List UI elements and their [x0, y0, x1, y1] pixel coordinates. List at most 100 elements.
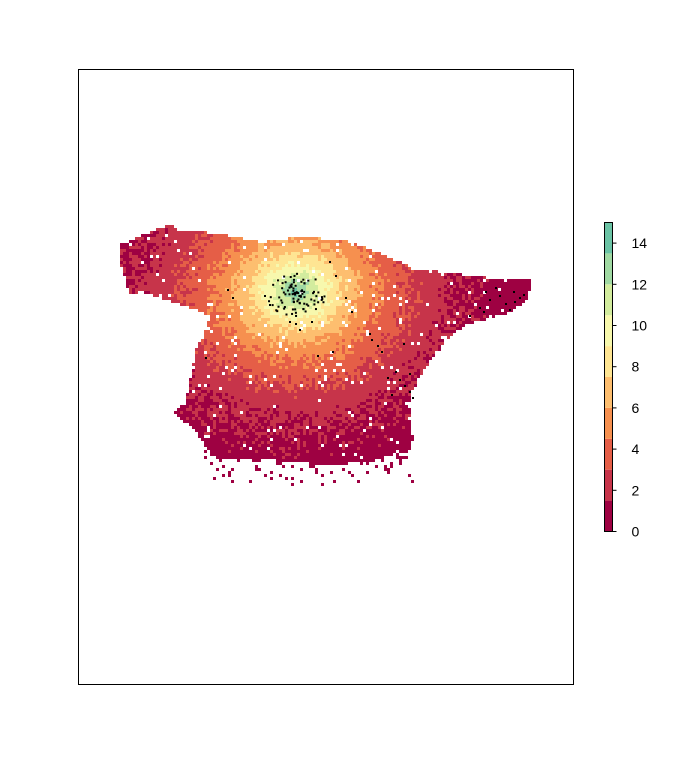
raster-cell [210, 318, 213, 321]
raster-cell [360, 378, 363, 381]
raster-cell [528, 285, 531, 288]
raster-cell [291, 243, 294, 246]
raster-cell [240, 363, 243, 366]
raster-cell [351, 303, 354, 306]
raster-cell [402, 372, 405, 375]
raster-cell [339, 399, 342, 402]
raster-cell [324, 261, 327, 264]
raster-cell [291, 393, 294, 396]
raster-cell [165, 291, 168, 294]
raster-cell [309, 273, 312, 276]
raster-cell [387, 327, 390, 330]
raster-cell [252, 306, 255, 309]
raster-cell [312, 369, 315, 372]
raster-cell [450, 294, 453, 297]
raster-cell [309, 276, 312, 279]
raster-cell [231, 240, 234, 243]
raster-cell [441, 333, 444, 336]
raster-cell [414, 282, 417, 285]
raster-cell [393, 306, 396, 309]
raster-cell [300, 381, 303, 384]
raster-cell [471, 294, 474, 297]
raster-cell [330, 390, 333, 393]
raster-cell [255, 267, 258, 270]
raster-cell [174, 267, 177, 270]
raster-cell [159, 246, 162, 249]
raster-cell [372, 285, 375, 288]
raster-cell [267, 264, 270, 267]
raster-cell [252, 369, 255, 372]
raster-cell [408, 297, 411, 300]
raster-cell [207, 345, 210, 348]
raster-cell [375, 390, 378, 393]
raster-cell [309, 237, 312, 240]
raster-cell [339, 339, 342, 342]
raster-cell [384, 360, 387, 363]
raster-cell [354, 366, 357, 369]
raster-cell [252, 243, 255, 246]
raster-cell [207, 393, 210, 396]
raster-cell [243, 345, 246, 348]
raster-cell [321, 354, 324, 357]
raster-cell [240, 294, 243, 297]
raster-cell [405, 333, 408, 336]
raster-cell [354, 276, 357, 279]
raster-cell [420, 345, 423, 348]
raster-cell [246, 282, 249, 285]
raster-cell [309, 381, 312, 384]
raster-cell [273, 333, 276, 336]
raster-cell [240, 372, 243, 375]
raster-cell [285, 345, 288, 348]
raster-cell [354, 315, 357, 318]
raster-cell [426, 342, 429, 345]
raster-cell [366, 381, 369, 384]
raster-cell [312, 282, 315, 285]
raster-cell [414, 384, 417, 387]
raster-cell [252, 396, 255, 399]
raster-cell [222, 252, 225, 255]
raster-cell [159, 282, 162, 285]
raster-cell [201, 306, 204, 309]
raster-cell [381, 300, 384, 303]
raster-cell [210, 246, 213, 249]
raster-cell [207, 351, 210, 354]
raster-cell [300, 378, 303, 381]
raster-cell [171, 297, 174, 300]
raster-cell [342, 393, 345, 396]
raster-cell [297, 366, 300, 369]
raster-cell [375, 321, 378, 324]
raster-cell [471, 321, 474, 324]
raster-cell [330, 375, 333, 378]
raster-cell [474, 279, 477, 282]
raster-cell [207, 324, 210, 327]
raster-cell [399, 282, 402, 285]
raster-cell [186, 402, 189, 405]
raster-cell [240, 384, 243, 387]
raster-cell [306, 402, 309, 405]
raster-cell [237, 297, 240, 300]
raster-cell [327, 381, 330, 384]
raster-cell [270, 246, 273, 249]
raster-cell [324, 342, 327, 345]
raster-cell [261, 309, 264, 312]
raster-cell [213, 363, 216, 366]
raster-cell [126, 249, 129, 252]
raster-cell [219, 357, 222, 360]
raster-cell [270, 375, 273, 378]
raster-cell [291, 246, 294, 249]
raster-cell [303, 402, 306, 405]
raster-cell [195, 246, 198, 249]
raster-cell [207, 321, 210, 324]
raster-cell [234, 309, 237, 312]
raster-cell [285, 357, 288, 360]
raster-cell [354, 261, 357, 264]
raster-cell [189, 288, 192, 291]
raster-cell [198, 276, 201, 279]
raster-cell [345, 291, 348, 294]
raster-cell [270, 399, 273, 402]
raster-cell [222, 342, 225, 345]
raster-cell [381, 348, 384, 351]
raster-cell [366, 315, 369, 318]
raster-cell [315, 318, 318, 321]
raster-cell [339, 378, 342, 381]
